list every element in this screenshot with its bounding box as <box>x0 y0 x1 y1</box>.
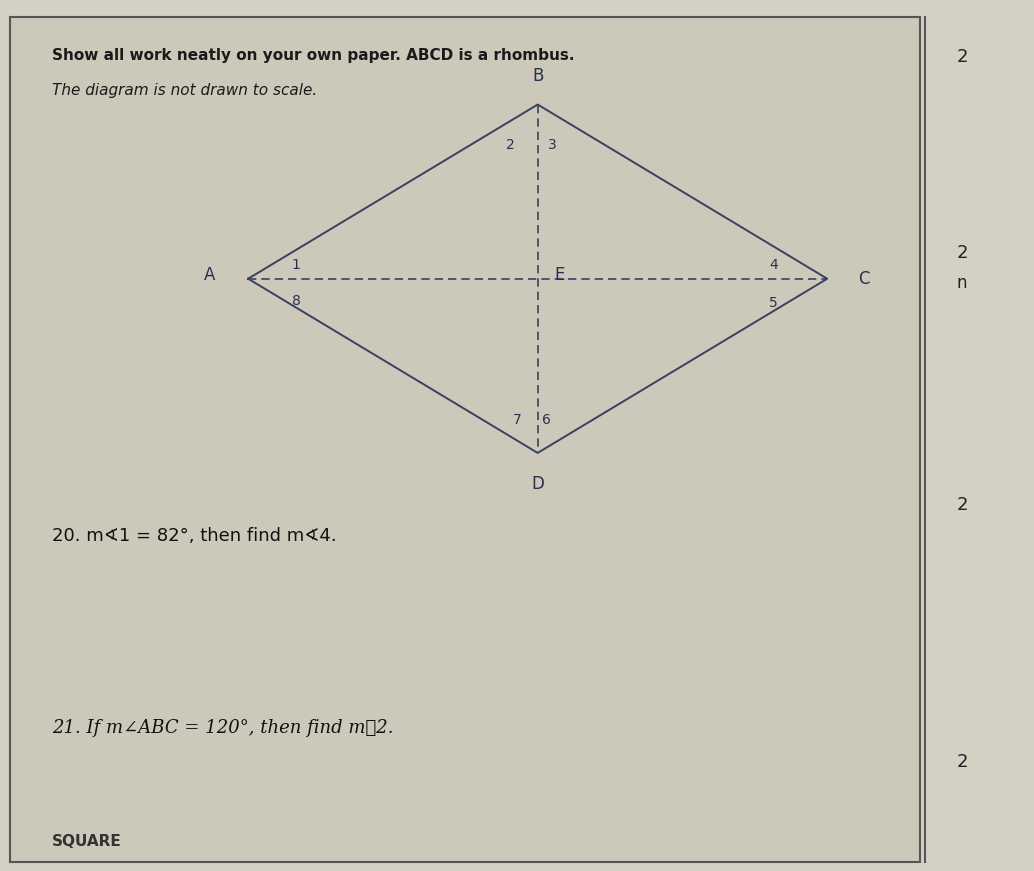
Text: 2: 2 <box>507 138 515 152</box>
Text: 1: 1 <box>292 258 301 272</box>
Text: 2: 2 <box>956 48 968 66</box>
Text: SQUARE: SQUARE <box>52 834 121 849</box>
FancyBboxPatch shape <box>10 17 920 862</box>
Text: 20. m∢1 = 82°, then find m∢4.: 20. m∢1 = 82°, then find m∢4. <box>52 527 336 545</box>
Text: E: E <box>554 267 565 284</box>
Text: 6: 6 <box>542 413 551 427</box>
Text: 2: 2 <box>956 753 968 772</box>
Text: 4: 4 <box>769 258 778 272</box>
Text: 3: 3 <box>548 138 556 152</box>
Text: 7: 7 <box>513 413 521 427</box>
Text: 5: 5 <box>769 296 778 310</box>
Text: Show all work neatly on your own paper. ABCD is a rhombus.: Show all work neatly on your own paper. … <box>52 48 574 63</box>
Text: C: C <box>858 270 870 287</box>
Text: D: D <box>531 475 544 493</box>
Text: 8: 8 <box>292 294 301 308</box>
Text: 21. If m∠ABC = 120°, then find m∢2.: 21. If m∠ABC = 120°, then find m∢2. <box>52 719 393 737</box>
Text: 2: 2 <box>956 496 968 515</box>
Text: n: n <box>956 274 967 293</box>
Text: The diagram is not drawn to scale.: The diagram is not drawn to scale. <box>52 83 317 98</box>
Text: B: B <box>531 67 544 85</box>
Text: 2: 2 <box>956 244 968 262</box>
Text: A: A <box>204 267 215 284</box>
